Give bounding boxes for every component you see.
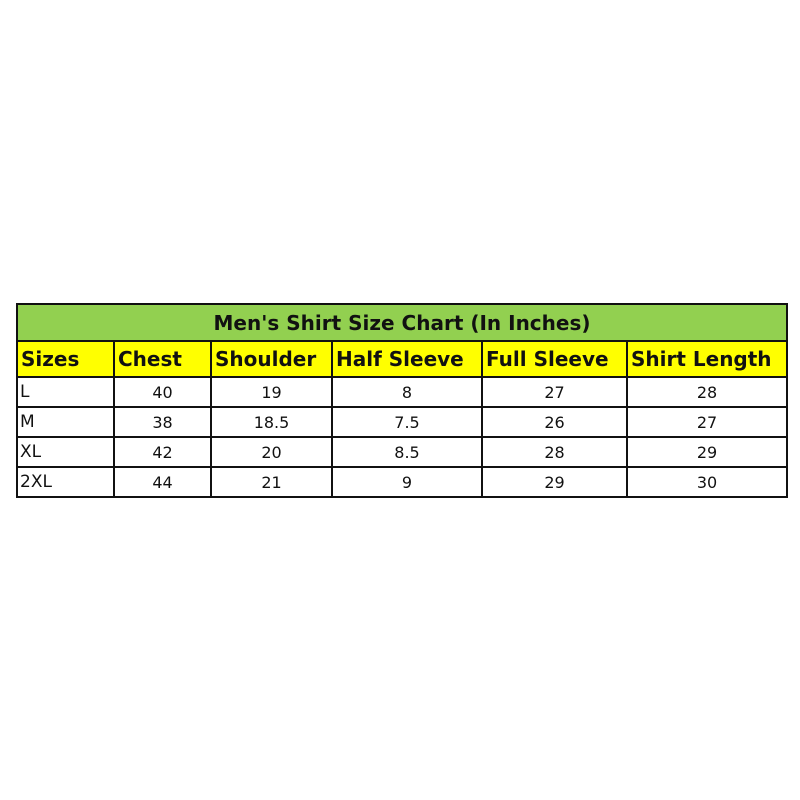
table-cell: 21	[210, 466, 333, 498]
size-chart-table: Men's Shirt Size Chart (In Inches) Sizes…	[15, 303, 789, 498]
header-chest: Chest	[113, 340, 212, 378]
header-half-sleeve: Half Sleeve	[331, 340, 483, 378]
table-cell: 29	[481, 466, 628, 498]
table-cell: 26	[481, 406, 628, 438]
header-shoulder: Shoulder	[210, 340, 333, 378]
header-shirt-length: Shirt Length	[625, 340, 789, 378]
table-cell: 20	[210, 436, 333, 468]
table-row: XL 42 20 8.5 28 29	[16, 436, 789, 468]
header-row: Sizes Chest Shoulder Half Sleeve Full Sl…	[16, 340, 789, 378]
table-cell: 2XL	[16, 466, 115, 498]
table-cell: 30	[625, 466, 789, 498]
table-cell: 42	[113, 436, 212, 468]
table-cell: 38	[113, 406, 212, 438]
table-cell: 8.5	[331, 436, 483, 468]
table-cell: 29	[625, 436, 789, 468]
header-sizes: Sizes	[16, 340, 115, 378]
table-row: L 40 19 8 27 28	[16, 376, 789, 408]
table-cell: 27	[481, 376, 628, 408]
table-cell: 28	[481, 436, 628, 468]
table-cell: L	[16, 376, 115, 408]
table-cell: 7.5	[331, 406, 483, 438]
table-cell: M	[16, 406, 115, 438]
table-cell: 19	[210, 376, 333, 408]
table-cell: 44	[113, 466, 212, 498]
header-full-sleeve: Full Sleeve	[481, 340, 628, 378]
table-cell: 18.5	[210, 406, 333, 438]
table-row: 2XL 44 21 9 29 30	[16, 466, 789, 498]
chart-title: Men's Shirt Size Chart (In Inches)	[15, 303, 789, 342]
table-cell: XL	[16, 436, 115, 468]
table-row: M 38 18.5 7.5 26 27	[16, 406, 789, 438]
table-cell: 28	[625, 376, 789, 408]
table-cell: 9	[331, 466, 483, 498]
table-cell: 27	[625, 406, 789, 438]
table-cell: 8	[331, 376, 483, 408]
table-cell: 40	[113, 376, 212, 408]
